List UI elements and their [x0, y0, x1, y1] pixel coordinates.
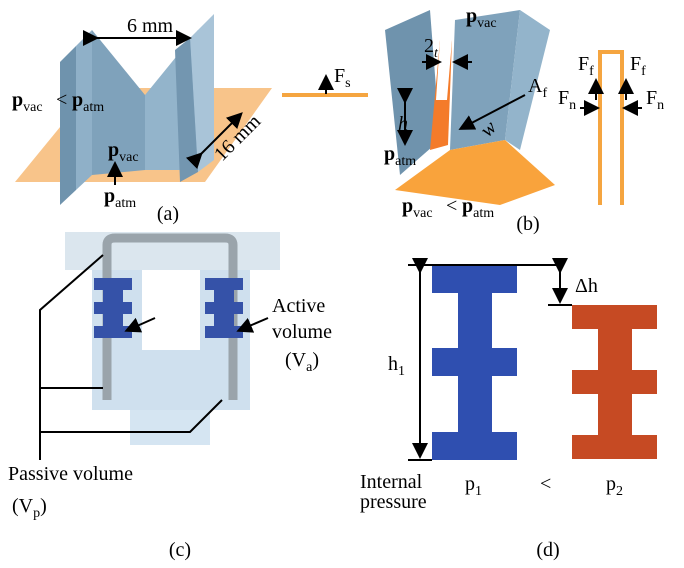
p2-label: p2	[606, 473, 623, 499]
height-label: h	[398, 113, 408, 135]
friction-right-sub: f	[641, 64, 646, 79]
pressure-relation-right-base: p	[72, 89, 83, 111]
pressure-relation-right-sub: atm	[83, 100, 104, 115]
passive-symbol: (Vp)	[12, 495, 47, 521]
normal-right-base: F	[646, 87, 657, 109]
pressure-relation-op: <	[56, 89, 67, 111]
friction-right: Ff	[630, 53, 646, 79]
normal-right: Fn	[646, 87, 664, 113]
pressure-relation-right-sub: atm	[473, 206, 494, 221]
panel-label: (c)	[169, 539, 191, 561]
p1-label: p1	[465, 473, 482, 499]
force-s-sub: s	[345, 76, 350, 91]
pressure-relation-left-base: p	[402, 195, 413, 217]
area-label-sub: f	[542, 86, 547, 101]
active-label: volume	[272, 321, 332, 343]
width-label: 6 mm	[127, 15, 174, 37]
op-label: <	[540, 473, 551, 495]
internal-label: Internal	[360, 471, 423, 493]
inside-pressure-base: p	[108, 139, 119, 161]
pressure-relation-left-sub: vac	[413, 206, 432, 221]
panel-a-drawing	[15, 14, 272, 205]
panel-c-drawing	[40, 232, 280, 460]
panel-label: (b)	[516, 213, 539, 235]
internal-label: pressure	[360, 491, 427, 513]
panel-label: (d)	[536, 539, 559, 561]
normal-left-base: F	[558, 87, 569, 109]
normal-left-sub: n	[569, 98, 576, 113]
height-label-base: h	[388, 353, 398, 375]
force-s: Fs	[334, 65, 351, 91]
p1-label-sub: 1	[475, 484, 482, 499]
active-symbol-end: )	[312, 349, 319, 371]
force-s-base: F	[334, 65, 345, 87]
top-pressure-sub: vac	[477, 16, 496, 31]
normal-right-sub: n	[657, 98, 664, 113]
pressure-relation-left-base: p	[12, 89, 23, 111]
passive-label: Passive volume	[8, 463, 133, 485]
panel-label: (a)	[157, 203, 179, 225]
pressure-relation-op: <	[446, 195, 457, 217]
p1-label-base: p	[465, 473, 475, 495]
thickness-base: 2	[424, 35, 434, 57]
height-label: h1	[388, 353, 405, 379]
outside-pressure-sub: atm	[115, 196, 136, 211]
friction-left-base: F	[578, 53, 589, 75]
outside-pressure-sub: atm	[395, 154, 416, 169]
outside-pressure-base: p	[104, 185, 115, 207]
passive-symbol-end: )	[40, 495, 47, 517]
pressure-relation-right-base: p	[462, 195, 473, 217]
p2-label-sub: 2	[616, 484, 623, 499]
outside-pressure-base: p	[384, 143, 395, 165]
figure: 6 mmpvac<patmpvacpatm16 mm(a)Fspvac2thAf…	[0, 0, 684, 568]
active-symbol-base: (V	[285, 349, 307, 371]
passive-symbol-sub: p	[33, 506, 40, 521]
inside-pressure-sub: vac	[119, 150, 138, 165]
outside-pressure: patm	[104, 185, 136, 211]
top-pressure-base: p	[466, 5, 477, 27]
panel-d-drawing	[408, 265, 657, 460]
area-label-base: A	[528, 75, 543, 97]
pressure-relation-left-sub: vac	[23, 100, 42, 115]
normal-left: Fn	[558, 87, 576, 113]
friction-left-sub: f	[589, 64, 594, 79]
active-symbol: (Va)	[285, 349, 319, 375]
friction-right-base: F	[630, 53, 641, 75]
pressure-relation-left: pvac	[402, 195, 433, 221]
friction-left: Ff	[578, 53, 594, 79]
thickness-sub: t	[434, 46, 439, 61]
height-label-sub: 1	[398, 364, 405, 379]
passive-symbol-base: (V	[12, 495, 34, 517]
delta-label: Δh	[575, 275, 598, 297]
active-label: Active	[272, 295, 325, 317]
p2-label-base: p	[606, 473, 616, 495]
pressure-relation-left: pvac	[12, 89, 43, 115]
